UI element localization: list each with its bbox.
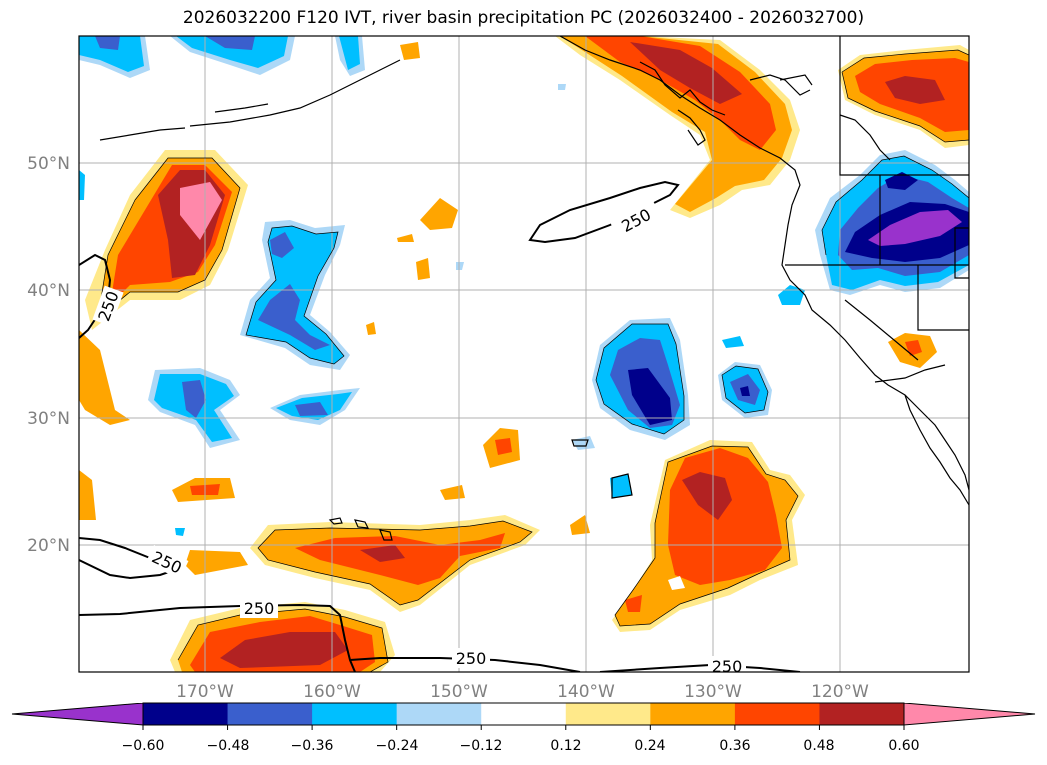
contour-label: 250: [244, 599, 275, 618]
colorbar-swatch: [819, 703, 905, 725]
colorbar-swatch: [565, 703, 651, 725]
colorbar-swatch: [650, 703, 736, 725]
map-frame: [78, 35, 970, 673]
lon-label: 150°W: [430, 682, 488, 702]
contour-label: 250: [712, 657, 743, 676]
lon-label: 160°W: [303, 682, 361, 702]
coastlines: [99, 36, 969, 541]
plot-title: 2026032200 F120 IVT, river basin precipi…: [182, 8, 865, 28]
colorbar-label: −0.48: [207, 738, 250, 754]
colorbar-swatch: [734, 703, 820, 725]
colorbar-label: 0.12: [550, 738, 581, 754]
colorbar-swatch: [396, 703, 482, 725]
colorbar-swatch: [143, 703, 229, 725]
lat-label: 40°N: [27, 281, 70, 301]
map-background: [79, 36, 969, 672]
lat-axis-labels: 50°N 40°N 30°N 20°N: [27, 154, 70, 556]
colorbar-swatch: [904, 703, 1035, 725]
colorbar-label: 0.24: [634, 738, 665, 754]
colorbar-swatches: [12, 703, 1035, 725]
colorbar-ticks: [142, 725, 905, 730]
colorbar-swatch: [312, 703, 398, 725]
colorbar-label: 0.60: [888, 738, 919, 754]
contour-labels: 250 250 250 250 250 250: [92, 199, 746, 676]
lon-label: 120°W: [811, 682, 869, 702]
lat-label: 30°N: [27, 409, 70, 429]
lon-label: 140°W: [557, 682, 615, 702]
colorbar-label: −0.24: [376, 738, 419, 754]
precipitation-anomaly-fill: [79, 36, 969, 672]
lon-label: 170°W: [176, 682, 234, 702]
anomaly-contours: [97, 49, 969, 672]
colorbar: −0.60 −0.48 −0.36 −0.24 −0.12 0.12 0.24 …: [11, 702, 1036, 754]
lat-label: 50°N: [27, 154, 70, 174]
colorbar-swatch: [12, 703, 143, 725]
colorbar-swatch: [227, 703, 313, 725]
lat-label: 20°N: [27, 536, 70, 556]
colorbar-label: 0.48: [803, 738, 834, 754]
map-gridlines: [79, 36, 969, 672]
colorbar-label: −0.36: [291, 738, 334, 754]
colorbar-label: −0.12: [460, 738, 503, 754]
colorbar-labels: −0.60 −0.48 −0.36 −0.24 −0.12 0.12 0.24 …: [122, 738, 920, 754]
lon-axis-labels: 170°W 160°W 150°W 140°W 130°W 120°W: [176, 682, 869, 702]
contour-label: 250: [456, 649, 487, 668]
lon-label: 130°W: [684, 682, 742, 702]
colorbar-swatch: [481, 703, 567, 725]
colorbar-label: 0.36: [719, 738, 750, 754]
colorbar-label: −0.60: [122, 738, 165, 754]
